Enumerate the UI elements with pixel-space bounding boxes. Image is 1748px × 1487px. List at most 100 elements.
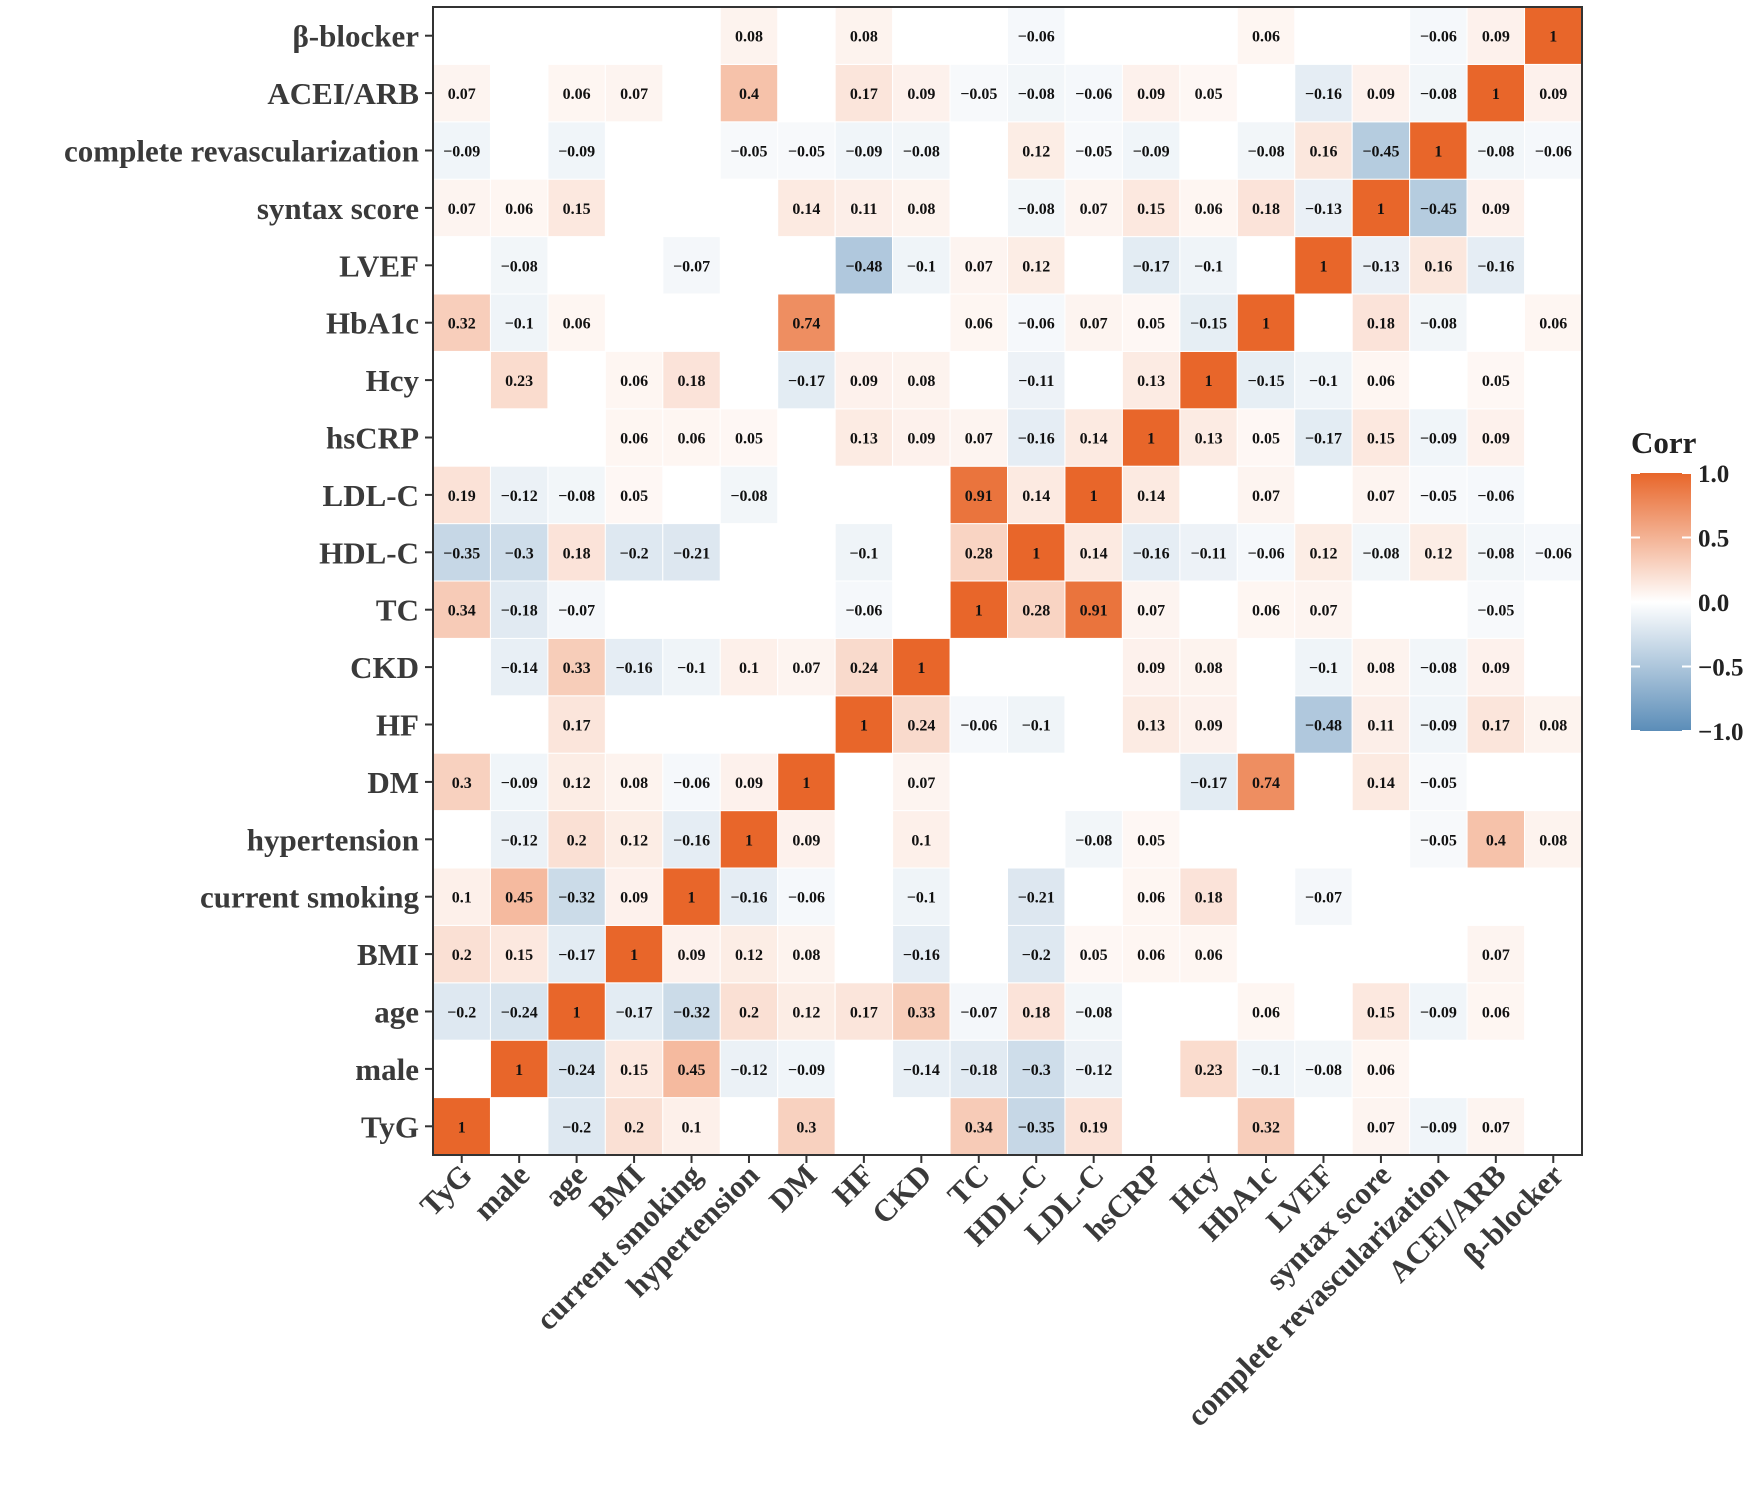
cell-value-label: −0.06	[788, 890, 825, 907]
heatmap-cell	[1121, 350, 1181, 410]
y-tick-label-ldl-c: LDL-C	[323, 478, 419, 513]
heatmap-cell	[1466, 637, 1526, 697]
heatmap-cell	[432, 63, 491, 123]
cell-value-label: 0.07	[1080, 201, 1108, 218]
cell-value-label: 0.06	[678, 431, 706, 448]
colorbar-ticks: 1.0 0.5 0.0 −0.5 −1.0	[1631, 461, 1744, 746]
heatmap-cell	[547, 695, 606, 754]
cell-value-label: −0.14	[903, 1062, 940, 1079]
cell-value-label: 0.14	[1367, 775, 1395, 792]
heatmap-cell	[1007, 236, 1066, 295]
heatmap-cell	[777, 752, 836, 812]
cell-value-label: 0.07	[620, 86, 648, 103]
heatmap-cell	[719, 63, 779, 123]
heatmap-cell	[719, 867, 779, 926]
heatmap-cell	[719, 924, 779, 984]
y-tick-label-current-smoking: current smoking	[200, 880, 420, 915]
heatmap-cell	[834, 178, 894, 238]
y-tick-label-ckd: CKD	[350, 650, 419, 685]
cell-value-label: −0.1	[907, 258, 936, 275]
cell-value-label: −0.08	[1420, 316, 1457, 333]
cell-value-label: −0.24	[501, 1005, 538, 1022]
heatmap-cell	[719, 1039, 779, 1099]
cell-value-label: 0.34	[448, 603, 476, 620]
cell-value-label: −0.08	[1420, 660, 1457, 677]
cell-value-label: 0.07	[1309, 603, 1337, 620]
cell-value-label: −0.1	[849, 545, 878, 562]
x-tick-label-dm: DM	[762, 1157, 823, 1218]
cell-value-label: 0.12	[563, 775, 591, 792]
heatmap-cell	[1466, 695, 1526, 754]
heatmap-cell	[949, 982, 1008, 1041]
cell-value-label: 0.12	[792, 1005, 820, 1022]
cell-value-label: 0.19	[448, 488, 476, 505]
heatmap-cell	[547, 924, 606, 984]
heatmap-cell	[1466, 236, 1526, 295]
cell-value-label: 0.09	[1137, 660, 1165, 677]
cell-value-label: 0.06	[563, 316, 591, 333]
y-tick-label-hf: HF	[376, 708, 419, 743]
cell-value-label: 0.05	[1252, 431, 1280, 448]
cell-value-label: 0.06	[563, 86, 591, 103]
cell-value-label: −0.05	[730, 144, 767, 161]
y-axis: TyG male age BMI current smoking hypertension…	[64, 19, 433, 1144]
cell-value-label: 0.91	[965, 488, 993, 505]
cell-value-label: 0.2	[624, 1119, 644, 1136]
cell-value-label: 1	[630, 947, 638, 964]
heatmap-cell	[489, 178, 549, 238]
heatmap-cell	[489, 982, 549, 1041]
heatmap-cell	[892, 63, 951, 123]
cell-value-label: −0.16	[730, 890, 767, 907]
cell-value-label: 0.08	[907, 201, 935, 218]
heatmap-cells	[432, 6, 1583, 1156]
heatmap-cell	[432, 465, 491, 525]
cell-value-label: 1	[1032, 545, 1040, 562]
cell-value-label: 0.06	[1195, 947, 1223, 964]
heatmap-cell	[834, 523, 894, 582]
heatmap-cell	[1064, 1097, 1123, 1156]
cell-value-label: 0.2	[567, 832, 587, 849]
y-tick-label-bmi: BMI	[357, 937, 419, 972]
cell-value-label: 0.09	[678, 947, 706, 964]
y-tick-label-age: age	[374, 995, 419, 1030]
heatmap-cell	[1236, 982, 1296, 1041]
cell-value-label: 0.32	[448, 316, 476, 333]
heatmap-cell	[892, 637, 951, 697]
heatmap-cell	[777, 293, 836, 352]
heatmap-cell	[1351, 637, 1411, 697]
heatmap-cell	[1007, 6, 1066, 65]
cell-value-label: 0.18	[1252, 201, 1280, 218]
cell-value-label: −0.05	[1420, 488, 1457, 505]
cell-value-label: −0.08	[1018, 86, 1055, 103]
cell-value-label: −0.09	[443, 144, 480, 161]
cell-value-label: 0.1	[682, 1119, 702, 1136]
heatmap-cell	[547, 293, 606, 352]
cell-value-label: 0.45	[678, 1062, 706, 1079]
cell-value-label: 0.12	[735, 947, 763, 964]
cell-value-label: 0.2	[739, 1005, 759, 1022]
cell-value-label: 0.08	[850, 29, 878, 46]
heatmap-cell	[1007, 695, 1066, 754]
heatmap-cell	[1409, 408, 1468, 467]
heatmap-cell	[777, 867, 836, 926]
colorbar-tick-label: −0.5	[1698, 655, 1744, 682]
heatmap-cell	[892, 752, 951, 812]
heatmap-cell	[662, 236, 721, 295]
cell-value-label: −0.08	[1477, 144, 1514, 161]
cell-value-label: 1	[458, 1119, 466, 1136]
heatmap-cell	[547, 810, 606, 869]
cell-value-label: 0.12	[1022, 258, 1050, 275]
cell-value-label: −0.06	[1247, 545, 1284, 562]
cell-value-label: 0.28	[1022, 603, 1050, 620]
cell-value-label: 0.05	[1482, 373, 1510, 390]
heatmap-cell	[1179, 408, 1238, 467]
heatmap-cell	[1007, 63, 1066, 123]
cell-value-label: 0.13	[1137, 718, 1165, 735]
cell-value-label: 0.06	[1482, 1005, 1510, 1022]
cell-value-label: 0.18	[563, 545, 591, 562]
cell-value-label: −0.17	[788, 373, 825, 390]
cell-value-label: 0.18	[1195, 890, 1223, 907]
heatmap-cell	[1179, 350, 1238, 410]
cell-value-label: −0.06	[1477, 488, 1514, 505]
